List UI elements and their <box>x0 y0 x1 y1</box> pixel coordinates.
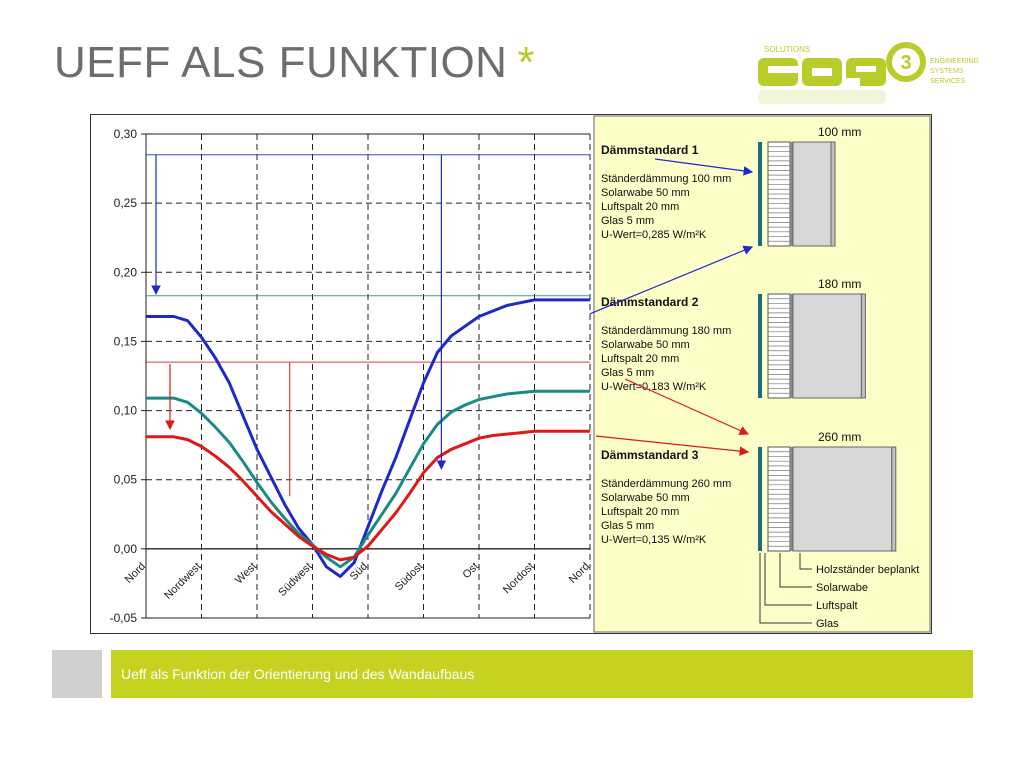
y-tick-label: 0,00 <box>114 542 138 556</box>
y-tick-label: 0,15 <box>114 334 138 348</box>
y-tick-label: 0,05 <box>114 473 138 487</box>
inner-board-layer <box>891 446 897 552</box>
company-logo: SOLUTIONS 3 ENGINEERING SYSTEMS SERVICES <box>758 42 979 104</box>
logo-line2: SYSTEMS <box>930 68 964 75</box>
title-star: * <box>517 38 536 87</box>
y-tick-label: 0,20 <box>114 265 138 279</box>
legend-leader <box>759 553 812 624</box>
board-layer <box>790 142 793 246</box>
thickness-label: 100 mm <box>818 125 861 139</box>
connector-arrow <box>595 435 750 456</box>
board-layer <box>790 447 793 551</box>
series-lines <box>146 298 590 578</box>
footer-square <box>52 650 102 698</box>
annotation-arrows <box>151 154 447 497</box>
title-text: UEFF ALS FUNKTION <box>54 38 508 87</box>
insulation-layer <box>792 293 862 399</box>
y-tick-label: -0,05 <box>110 611 138 625</box>
standard-heading: Dämmstandard 3 <box>601 448 699 462</box>
layer-legend-label: Glas <box>816 618 839 630</box>
legend-leader <box>764 553 812 606</box>
insulation-layer <box>792 141 832 247</box>
standard-heading: Dämmstandard 1 <box>601 143 699 157</box>
reference-lines <box>146 154 590 363</box>
inner-board-layer <box>830 141 836 247</box>
standard-line: Solarwabe 50 mm <box>601 187 690 199</box>
grid <box>141 133 591 619</box>
slide-title: UEFF ALS FUNKTION * <box>54 38 535 88</box>
layer-legend-label: Luftspalt <box>816 600 858 612</box>
thickness-label: 260 mm <box>818 430 861 444</box>
logo-mark-reflection <box>758 90 886 104</box>
standard-line: Glas 5 mm <box>601 367 654 379</box>
standard-line: Glas 5 mm <box>601 520 654 532</box>
insulation-layer <box>792 446 893 552</box>
standard-line: Solarwabe 50 mm <box>601 339 690 351</box>
standard-line: Ständerdämmung 260 mm <box>601 478 731 490</box>
glass-layer <box>758 447 762 551</box>
y-tick-label: 0,30 <box>114 127 138 141</box>
connector-arrow <box>654 158 754 176</box>
standard-line: Luftspalt 20 mm <box>601 353 679 365</box>
layer-legend-label: Holzständer beplankt <box>816 564 919 576</box>
series-line <box>146 298 590 578</box>
connector-arrow <box>589 245 754 315</box>
logo-line3: SERVICES <box>930 78 966 85</box>
glass-layer <box>758 142 762 246</box>
standard-line: U-Wert=0,183 W/m²K <box>601 381 707 393</box>
board-layer <box>790 294 793 398</box>
series-line <box>146 429 590 562</box>
inner-board-layer <box>860 293 866 399</box>
thickness-label: 180 mm <box>818 277 861 291</box>
logo-gap-mark <box>758 58 886 88</box>
standards-content: Dämmstandard 1 Ständerdämmung 100 mm Solar… <box>601 125 919 630</box>
y-tick-labels: 0,30 0,25 0,20 0,15 0,10 0,05 0,00 -0,05 <box>110 127 138 625</box>
standard-line: Solarwabe 50 mm <box>601 492 690 504</box>
connector-arrow <box>624 378 750 435</box>
ueff-chart: 0,300,250,200,150,100,050,00-0,05 Nord No… <box>90 114 932 634</box>
glass-layer <box>758 294 762 398</box>
y-tick-label: 0,10 <box>114 404 138 418</box>
series-line <box>146 389 590 569</box>
legend-leader <box>779 553 812 588</box>
standard-heading: Dämmstandard 2 <box>601 295 699 309</box>
y-tick-label: 0,25 <box>114 196 138 210</box>
standard-line: U-Wert=0,285 W/m²K <box>601 229 707 241</box>
standard-line: U-Wert=0,135 W/m²K <box>601 534 707 546</box>
standard-line: Luftspalt 20 mm <box>601 201 679 213</box>
connector-arrows <box>589 158 754 456</box>
standard-line: Glas 5 mm <box>601 215 654 227</box>
standard-line: Ständerdämmung 180 mm <box>601 325 731 337</box>
logo-number: 3 <box>900 52 911 74</box>
footer-text: Ueff als Funktion der Orientierung und d… <box>121 666 475 682</box>
logo-circle <box>886 42 926 82</box>
logo-solutions-text: SOLUTIONS <box>764 45 810 54</box>
footer-bar: Ueff als Funktion der Orientierung und d… <box>111 650 973 698</box>
legend-leader <box>799 553 812 570</box>
logo-line1: ENGINEERING <box>930 58 979 65</box>
layer-legend-label: Solarwabe <box>816 582 868 594</box>
standard-line: Ständerdämmung 100 mm <box>601 173 731 185</box>
standard-line: Luftspalt 20 mm <box>601 506 679 518</box>
